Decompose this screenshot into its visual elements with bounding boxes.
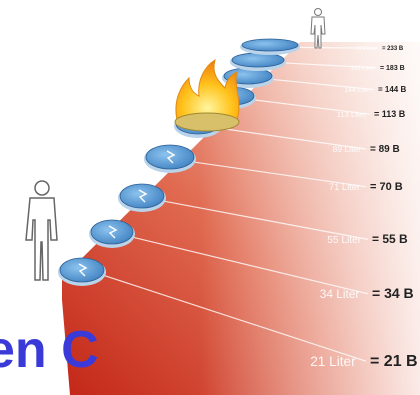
step-line-4 bbox=[191, 161, 367, 188]
step-line-1 bbox=[101, 274, 367, 362]
step-line-9 bbox=[295, 46, 379, 49]
step-line-3 bbox=[161, 200, 369, 240]
step-volume-label-5: 89 Liter bbox=[333, 144, 362, 154]
step-plate-9 bbox=[241, 38, 299, 52]
step-volume-label-3: 55 Liter bbox=[327, 235, 362, 246]
plate-swirl-icon bbox=[108, 225, 118, 239]
caption-text: en C bbox=[0, 321, 99, 379]
step-value-label-5: = 89 B bbox=[370, 144, 400, 155]
step-line-8 bbox=[281, 62, 377, 69]
step-value-label-7: = 144 B bbox=[378, 85, 406, 94]
step-value-label-2: = 34 B bbox=[372, 285, 414, 301]
step-value-label-8: = 183 B bbox=[380, 65, 405, 72]
step-line-2 bbox=[130, 236, 369, 295]
step-plate-8 bbox=[231, 52, 285, 68]
person-silhouette-icon bbox=[25, 180, 58, 281]
step-value-label-4: = 70 B bbox=[370, 181, 403, 193]
step-volume-label-1: 21 Liter bbox=[310, 354, 356, 369]
plate-swirl-icon bbox=[138, 189, 148, 203]
step-labels: 21 Liter = 21 B 34 Liter = 34 B 55 Liter = 55… bbox=[310, 46, 417, 370]
step-value-label-3: = 55 B bbox=[372, 232, 408, 246]
step-volume-label-6: 113 Liter bbox=[337, 110, 367, 119]
step-volume-label-8: 183 Liter bbox=[351, 66, 374, 72]
step-lines bbox=[101, 46, 379, 362]
plate-swirl-icon bbox=[166, 150, 176, 164]
step-volume-label-4: 71 Liter bbox=[329, 182, 360, 192]
step-value-label-1: = 21 B bbox=[370, 353, 418, 370]
step-line-5 bbox=[217, 127, 367, 150]
step-volume-label-2: 34 Liter bbox=[320, 287, 360, 301]
person-silhouette-icon bbox=[310, 8, 326, 49]
step-value-label-6: = 113 B bbox=[374, 109, 406, 119]
flame-icon bbox=[174, 58, 240, 132]
step-line-6 bbox=[251, 99, 371, 115]
step-line-7 bbox=[269, 78, 375, 91]
step-value-label-9: = 233 B bbox=[382, 46, 404, 52]
fire-tray-icon bbox=[174, 112, 240, 132]
step-volume-label-7: 144 Liter bbox=[344, 87, 371, 94]
ramp-fade bbox=[200, 42, 420, 395]
plate-swirl-icon bbox=[78, 263, 88, 277]
step-volume-label-9: 233 Liter bbox=[357, 46, 377, 52]
